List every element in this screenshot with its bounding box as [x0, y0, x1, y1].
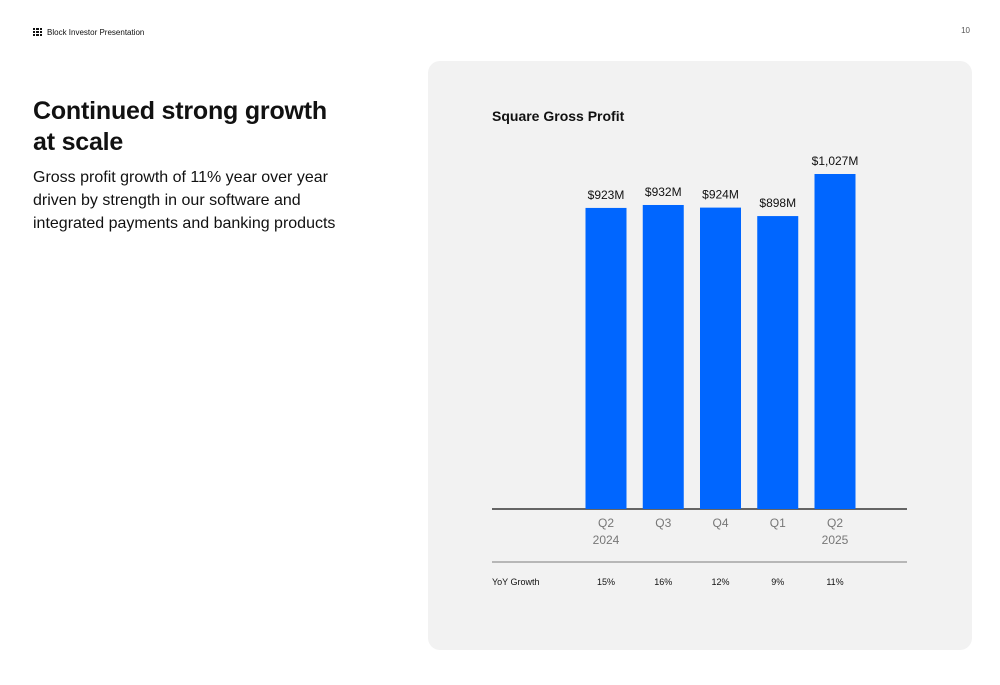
x-tick-label: 2024: [593, 533, 620, 547]
yoy-growth-value: 16%: [654, 577, 672, 587]
bar-value-label: $898M: [759, 196, 796, 210]
bar: [642, 204, 684, 509]
bar: [814, 174, 856, 509]
yoy-growth-value: 15%: [597, 577, 615, 587]
yoy-growth-value: 11%: [826, 577, 843, 587]
x-tick-label: Q1: [770, 516, 786, 530]
x-tick-label: Q2: [827, 516, 843, 530]
brand-label: Block Investor Presentation: [47, 27, 145, 37]
page-number: 10: [961, 26, 970, 35]
block-logo-icon: [33, 27, 42, 37]
gross-profit-chart: Square Gross Profit YoY Growth $923M Q2 20…: [492, 108, 907, 587]
bar: [700, 207, 741, 510]
bar: [585, 207, 627, 509]
bar-value-label: $932M: [645, 185, 682, 199]
yoy-growth-label: YoY Growth: [492, 577, 540, 587]
x-tick-label: Q2: [598, 516, 614, 530]
header: Block Investor Presentation: [33, 26, 144, 38]
chart-panel: Square Gross Profit YoY Growth $923M Q2 20…: [428, 61, 972, 650]
slide-title: Continued strong growth at scale: [33, 97, 327, 156]
chart-title: Square Gross Profit: [492, 108, 625, 124]
x-tick-label: Q4: [712, 516, 728, 530]
bar-value-label: $923M: [588, 188, 625, 202]
bar: [757, 216, 799, 510]
slide-subtitle: Gross profit growth of 11% year over yea…: [33, 169, 336, 232]
chart-marks: $923M Q2 2024 15% $932M Q3 16% $924M Q4 12% $898M Q…: [585, 154, 859, 587]
yoy-growth-value: 9%: [771, 577, 784, 587]
bar-value-label: $924M: [702, 188, 739, 202]
yoy-growth-value: 12%: [711, 577, 729, 587]
x-tick-label: 2025: [822, 533, 849, 547]
bar-value-label: $1,027M: [812, 154, 859, 168]
x-tick-label: Q3: [655, 516, 671, 530]
